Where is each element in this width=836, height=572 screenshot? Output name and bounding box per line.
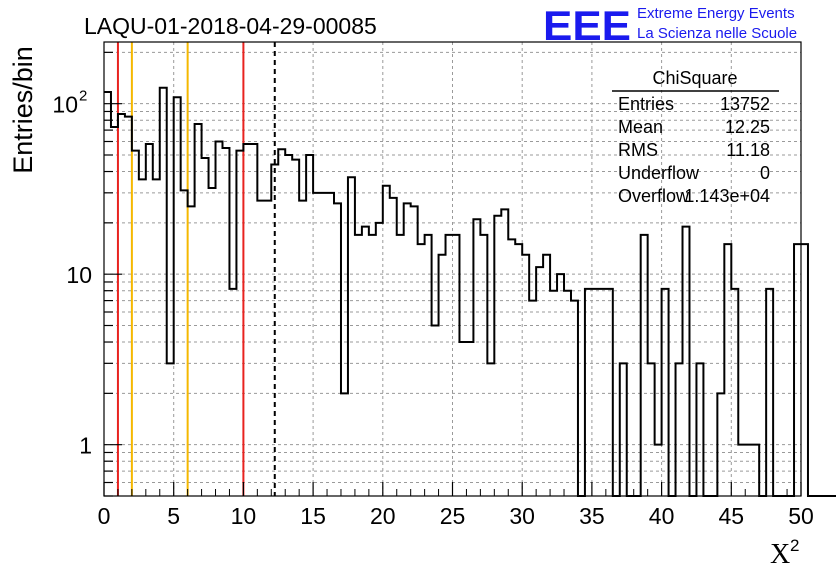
x-axis-label: X 2 [770,536,799,570]
svg-text:X: X [770,539,790,570]
logo-line-2: La Scienza nelle Scuole [637,25,797,42]
x-tick-label: 15 [300,503,326,529]
y-tick-label: 10 [66,262,92,288]
logo-line-1: Extreme Energy Events [637,5,795,22]
histogram-line [104,86,836,497]
x-tick-label: 5 [167,503,180,529]
x-tick-label: 30 [509,503,535,529]
stats-box-title: ChiSquare [652,68,737,88]
x-tick-label: 0 [98,503,111,529]
x-tick-label: 45 [719,503,745,529]
x-tick-label: 50 [788,503,814,529]
x-tick-label: 25 [440,503,466,529]
y-axis-label: Entries/bin [8,46,38,174]
stats-label: Underflow [618,163,700,183]
x-tick-label: 35 [579,503,605,529]
stats-label: RMS [618,140,658,160]
x-axis: 0 5 10 15 20 25 30 35 40 45 50 [98,482,814,529]
stats-value: 1.143e+04 [684,186,770,206]
stats-label: Mean [618,117,663,137]
eee-logo: EEE Extreme Energy Events La Scienza nel… [543,2,797,49]
stats-box: ChiSquare Entries 13752 Mean 12.25 RMS 1… [612,68,779,206]
eee-logo-mark: EEE [543,2,631,49]
grid-lines [104,42,801,497]
y-tick-label: 10 [52,92,78,118]
x-tick-label: 10 [231,503,257,529]
marker-lines [116,42,276,496]
stats-value: 0 [760,163,770,183]
svg-text:2: 2 [790,536,799,555]
x-tick-label: 20 [370,503,396,529]
y-tick-label-exponent: 2 [79,88,87,105]
y-tick-label: 1 [79,433,92,459]
chart-title: LAQU-01-2018-04-29-00085 [84,13,377,39]
stats-value: 12.25 [725,117,770,137]
stats-value: 11.18 [726,140,770,160]
stats-value: 13752 [720,94,770,114]
stats-label: Overflow [618,186,690,206]
x-tick-label: 40 [649,503,675,529]
stats-label: Entries [618,94,674,114]
